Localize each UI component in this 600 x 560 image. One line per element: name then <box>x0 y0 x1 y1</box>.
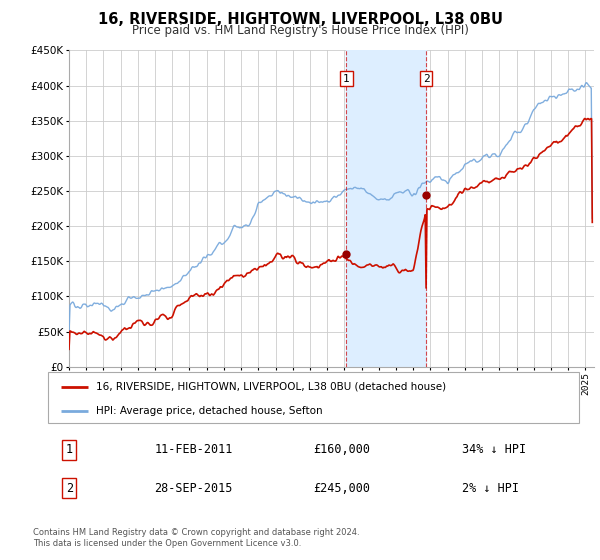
Text: Price paid vs. HM Land Registry's House Price Index (HPI): Price paid vs. HM Land Registry's House … <box>131 24 469 36</box>
Text: 16, RIVERSIDE, HIGHTOWN, LIVERPOOL, L38 0BU: 16, RIVERSIDE, HIGHTOWN, LIVERPOOL, L38 … <box>97 12 503 27</box>
Text: 2: 2 <box>65 482 73 494</box>
Text: 2% ↓ HPI: 2% ↓ HPI <box>462 482 519 494</box>
Text: £245,000: £245,000 <box>314 482 371 494</box>
Text: HPI: Average price, detached house, Sefton: HPI: Average price, detached house, Seft… <box>96 405 322 416</box>
Text: 34% ↓ HPI: 34% ↓ HPI <box>462 444 526 456</box>
FancyBboxPatch shape <box>48 372 579 423</box>
Text: This data is licensed under the Open Government Licence v3.0.: This data is licensed under the Open Gov… <box>33 539 301 548</box>
Text: Contains HM Land Registry data © Crown copyright and database right 2024.: Contains HM Land Registry data © Crown c… <box>33 528 359 536</box>
Text: 1: 1 <box>65 444 73 456</box>
Text: £160,000: £160,000 <box>314 444 371 456</box>
Text: 11-FEB-2011: 11-FEB-2011 <box>154 444 233 456</box>
Text: 16, RIVERSIDE, HIGHTOWN, LIVERPOOL, L38 0BU (detached house): 16, RIVERSIDE, HIGHTOWN, LIVERPOOL, L38 … <box>96 381 446 391</box>
Text: 1: 1 <box>343 73 350 83</box>
Bar <box>346 50 426 367</box>
Text: 28-SEP-2015: 28-SEP-2015 <box>154 482 233 494</box>
Text: 2: 2 <box>422 73 430 83</box>
